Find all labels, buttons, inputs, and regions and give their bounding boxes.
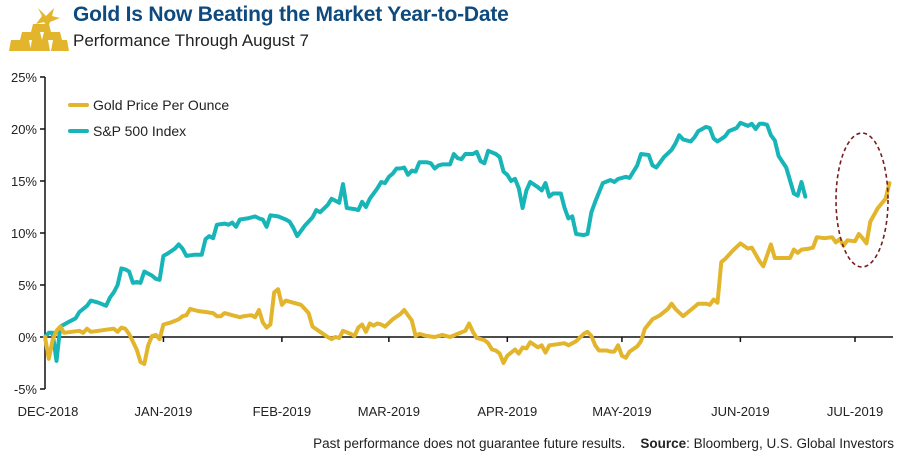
highlight-ellipse: [835, 132, 889, 268]
legend-label-gold: Gold Price Per Ounce: [93, 97, 229, 113]
chart-title: Gold Is Now Beating the Market Year-to-D…: [73, 3, 509, 26]
y-tick-label: 20%: [11, 122, 37, 137]
y-tick-label: 0%: [18, 330, 37, 345]
source-text: : Bloomberg, U.S. Global Investors: [686, 436, 894, 451]
axes: -5% 0% 5% 10% 15% 20% 25% DEC-2018 JAN-2019 FEB-2…: [11, 70, 893, 419]
y-tick-label: 10%: [11, 226, 37, 241]
x-tick-label: JUN-2019: [711, 404, 770, 419]
x-tick-label: FEB-2019: [253, 404, 312, 419]
source-label: Source: [640, 436, 687, 451]
y-tick-label: 15%: [11, 174, 37, 189]
y-tick-label: 25%: [11, 70, 37, 85]
series-line-sp500: [43, 120, 808, 363]
x-tick-label: MAY-2019: [592, 404, 651, 419]
x-tick-label: APR-2019: [477, 404, 537, 419]
legend: Gold Price Per Ounce S&P 500 Index: [68, 97, 229, 139]
series-layer: [43, 120, 892, 366]
y-tick-label: 5%: [18, 278, 37, 293]
series-line-gold: [43, 181, 892, 366]
x-tick-label: JAN-2019: [135, 404, 193, 419]
disclaimer-text: Past performance does not guarantee futu…: [313, 436, 626, 451]
chart-subtitle: Performance Through August 7: [73, 31, 309, 50]
x-tick-label: JUL-2019: [827, 404, 883, 419]
legend-label-sp500: S&P 500 Index: [93, 123, 186, 139]
gold-bars-icon: [4, 4, 70, 58]
x-tick-label: DEC-2018: [18, 404, 79, 419]
x-tick-label: MAR-2019: [358, 404, 420, 419]
y-tick-label: -5%: [14, 382, 38, 397]
footer: Past performance does not guarantee futu…: [313, 436, 894, 451]
